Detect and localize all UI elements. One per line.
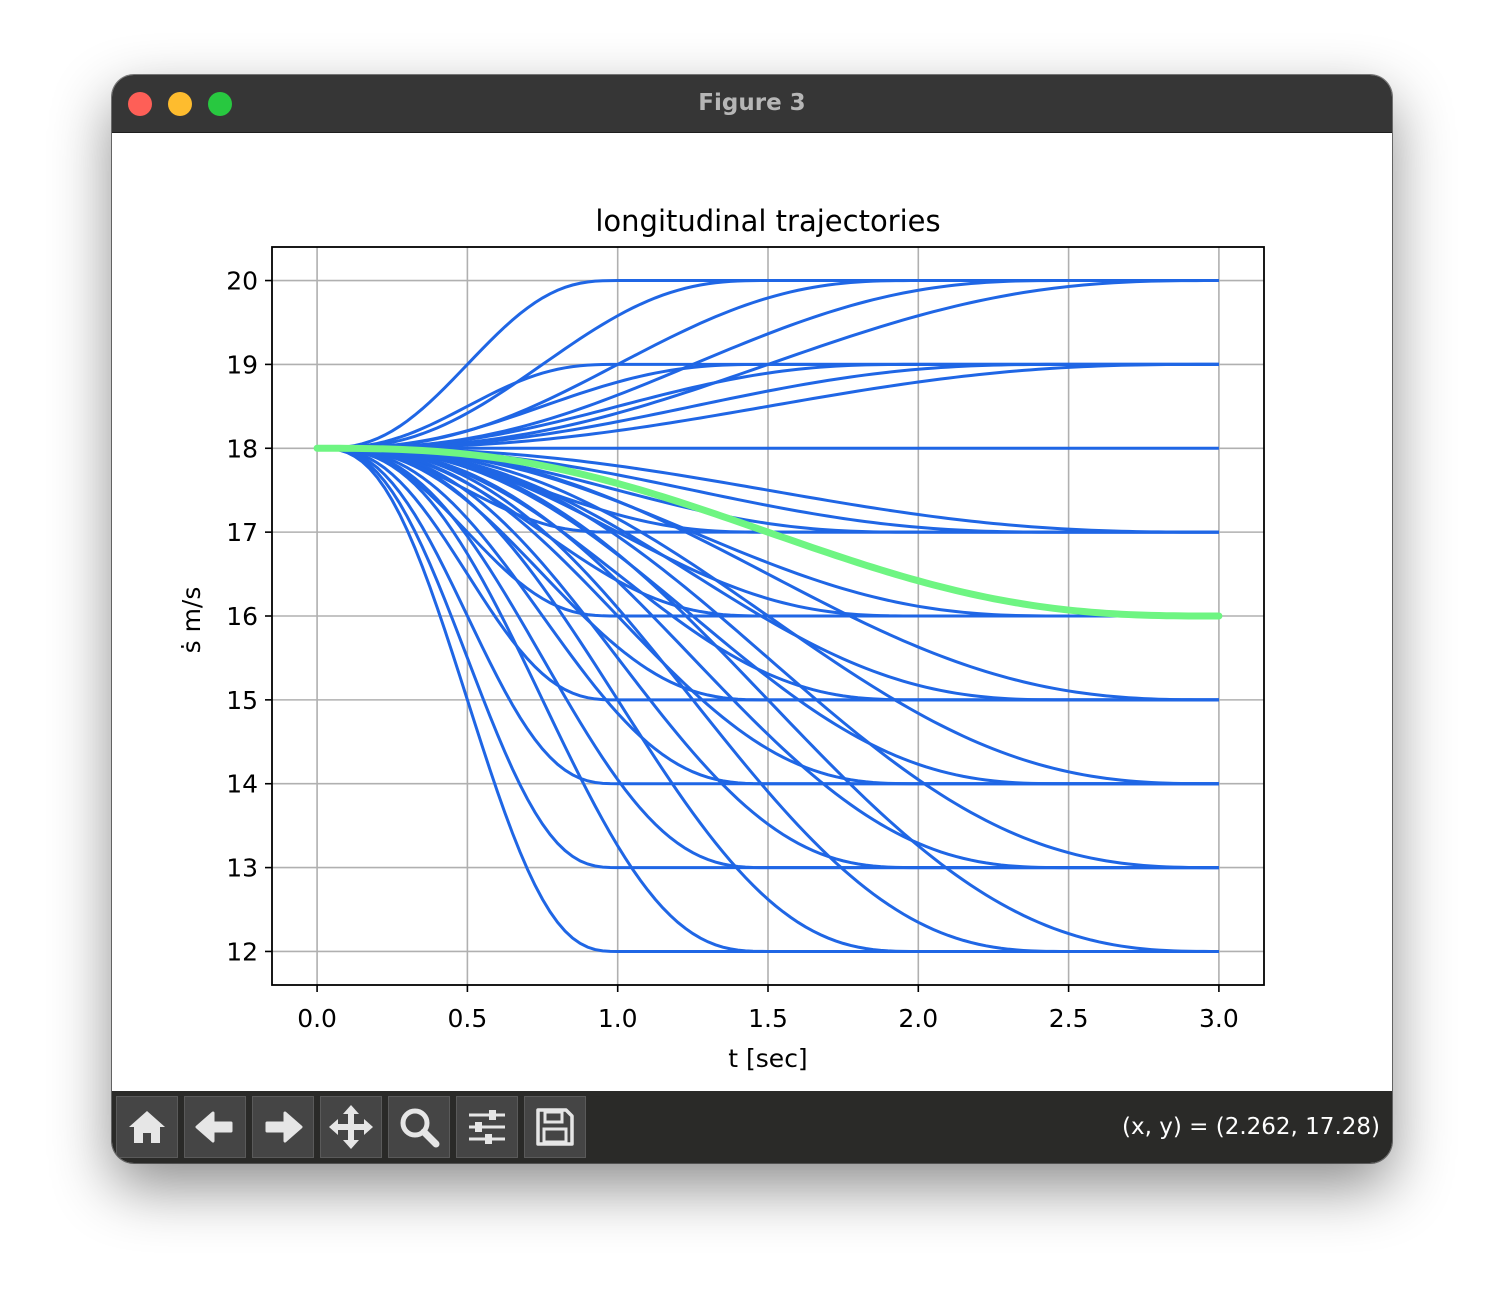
figure-canvas[interactable]: 0.0 0.5 1.0 1.5 2.0 2.5 3.0 12 13 14 15 16 17 18 19 20 … [112,133,1392,1091]
plot-frame [271,246,1265,986]
floppy-disk-icon [536,1108,574,1146]
candidate-trajectory [317,446,1219,953]
y-axis-label: ṡ m/s [177,587,206,654]
x-tick-label: 0.5 [448,1004,488,1033]
y-tick-label: 16 [226,602,258,631]
home-icon [129,1111,165,1143]
move-icon [329,1105,373,1149]
configure-subplots-button[interactable] [456,1096,518,1158]
minimize-window-button[interactable] [168,92,192,116]
window-title: Figure 3 [698,90,806,116]
arrow-left-icon [195,1111,233,1143]
pan-button[interactable] [320,1096,382,1158]
chart-title: longitudinal trajectories [595,204,940,238]
save-button[interactable] [524,1096,586,1158]
y-tick-label: 14 [226,770,258,799]
y-tick-label: 18 [226,434,258,463]
cursor-coordinates: (x, y) = (2.262, 17.28) [1122,1114,1380,1140]
y-tick-label: 15 [226,686,258,715]
y-tick-label: 17 [226,518,258,547]
title-bar: Figure 3 [112,75,1392,133]
chart[interactable]: 0.0 0.5 1.0 1.5 2.0 2.5 3.0121314151617181920 … [112,133,1392,1091]
close-window-button[interactable] [128,92,152,116]
trajectory-lines [313,279,1223,953]
selected-trajectory [313,444,1223,620]
home-button[interactable] [116,1096,178,1158]
arrow-right-icon [265,1111,303,1143]
candidate-trajectory [317,446,1219,953]
maximize-window-button[interactable] [208,92,232,116]
x-tick-label: 3.0 [1199,1004,1239,1033]
x-tick-label: 1.5 [748,1004,788,1033]
y-tick-label: 20 [226,267,258,296]
candidate-trajectory [317,362,1219,450]
x-tick-label: 1.0 [598,1004,638,1033]
y-tick-label: 19 [226,350,258,379]
y-tick-label: 12 [226,937,258,966]
candidate-trajectory [317,446,1219,870]
x-tick-label: 2.0 [898,1004,938,1033]
x-axis-label: t [sec] [728,1044,807,1073]
x-tick-label: 2.5 [1049,1004,1089,1033]
axes: 0.0 0.5 1.0 1.5 2.0 2.5 3.0 12 13 14 15 16 17 18 19 20 [226,246,1265,1033]
x-tick-label: 0.0 [297,1004,337,1033]
forward-button[interactable] [252,1096,314,1158]
candidate-trajectory [317,446,1219,786]
zoom-button[interactable] [388,1096,450,1158]
figure-window: Figure 3 0.0 0.5 1.0 1.5 2.0 2.5 3.0 12 13 14 15 16… [112,75,1392,1163]
back-button[interactable] [184,1096,246,1158]
magnifier-icon [400,1108,440,1148]
sliders-icon [469,1110,505,1144]
candidate-trajectory [317,446,1219,870]
navigation-toolbar: (x, y) = (2.262, 17.28) [112,1091,1392,1163]
y-tick-label: 13 [226,854,258,883]
candidate-trajectory [317,362,1219,450]
